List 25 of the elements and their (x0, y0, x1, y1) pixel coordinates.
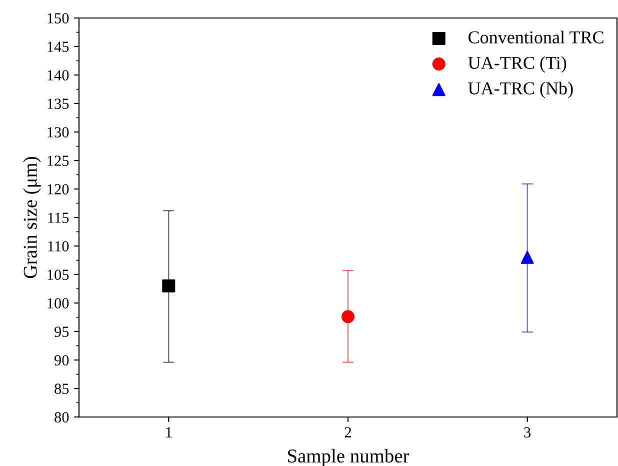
y-tick-label: 150 (48, 13, 69, 24)
y-tick-label: 85 (54, 384, 69, 394)
x-tick-label: 1 (166, 427, 172, 438)
point (341, 310, 355, 324)
y-tick-label: 105 (48, 270, 69, 280)
y-tick-label: 95 (54, 326, 69, 337)
y-tick-label: 125 (48, 156, 69, 166)
legend-label: UA-TRC (Nb) (468, 82, 573, 98)
y-tick-label: 135 (48, 98, 69, 109)
y-tick-label: 140 (48, 70, 69, 80)
y-tick-label: 80 (54, 412, 69, 422)
legend-label: Conventional TRC (468, 30, 604, 44)
point (162, 279, 176, 292)
y-tick-label: 120 (48, 184, 69, 194)
y-tick-label: 90 (54, 355, 69, 366)
legend-label: UA-TRC (Ti) (468, 56, 566, 73)
x-tick-label: 3 (524, 427, 531, 438)
point (520, 250, 534, 264)
y-tick-label: 100 (48, 298, 69, 308)
y-tick-label: 145 (48, 42, 69, 52)
y-axis-title: Grain size (μm) (23, 156, 41, 278)
y-tick-label: 130 (48, 127, 69, 138)
y-tick-label: 115 (48, 212, 69, 223)
y-tick-label: 110 (48, 241, 69, 252)
x-tick-label: 2 (344, 427, 351, 438)
